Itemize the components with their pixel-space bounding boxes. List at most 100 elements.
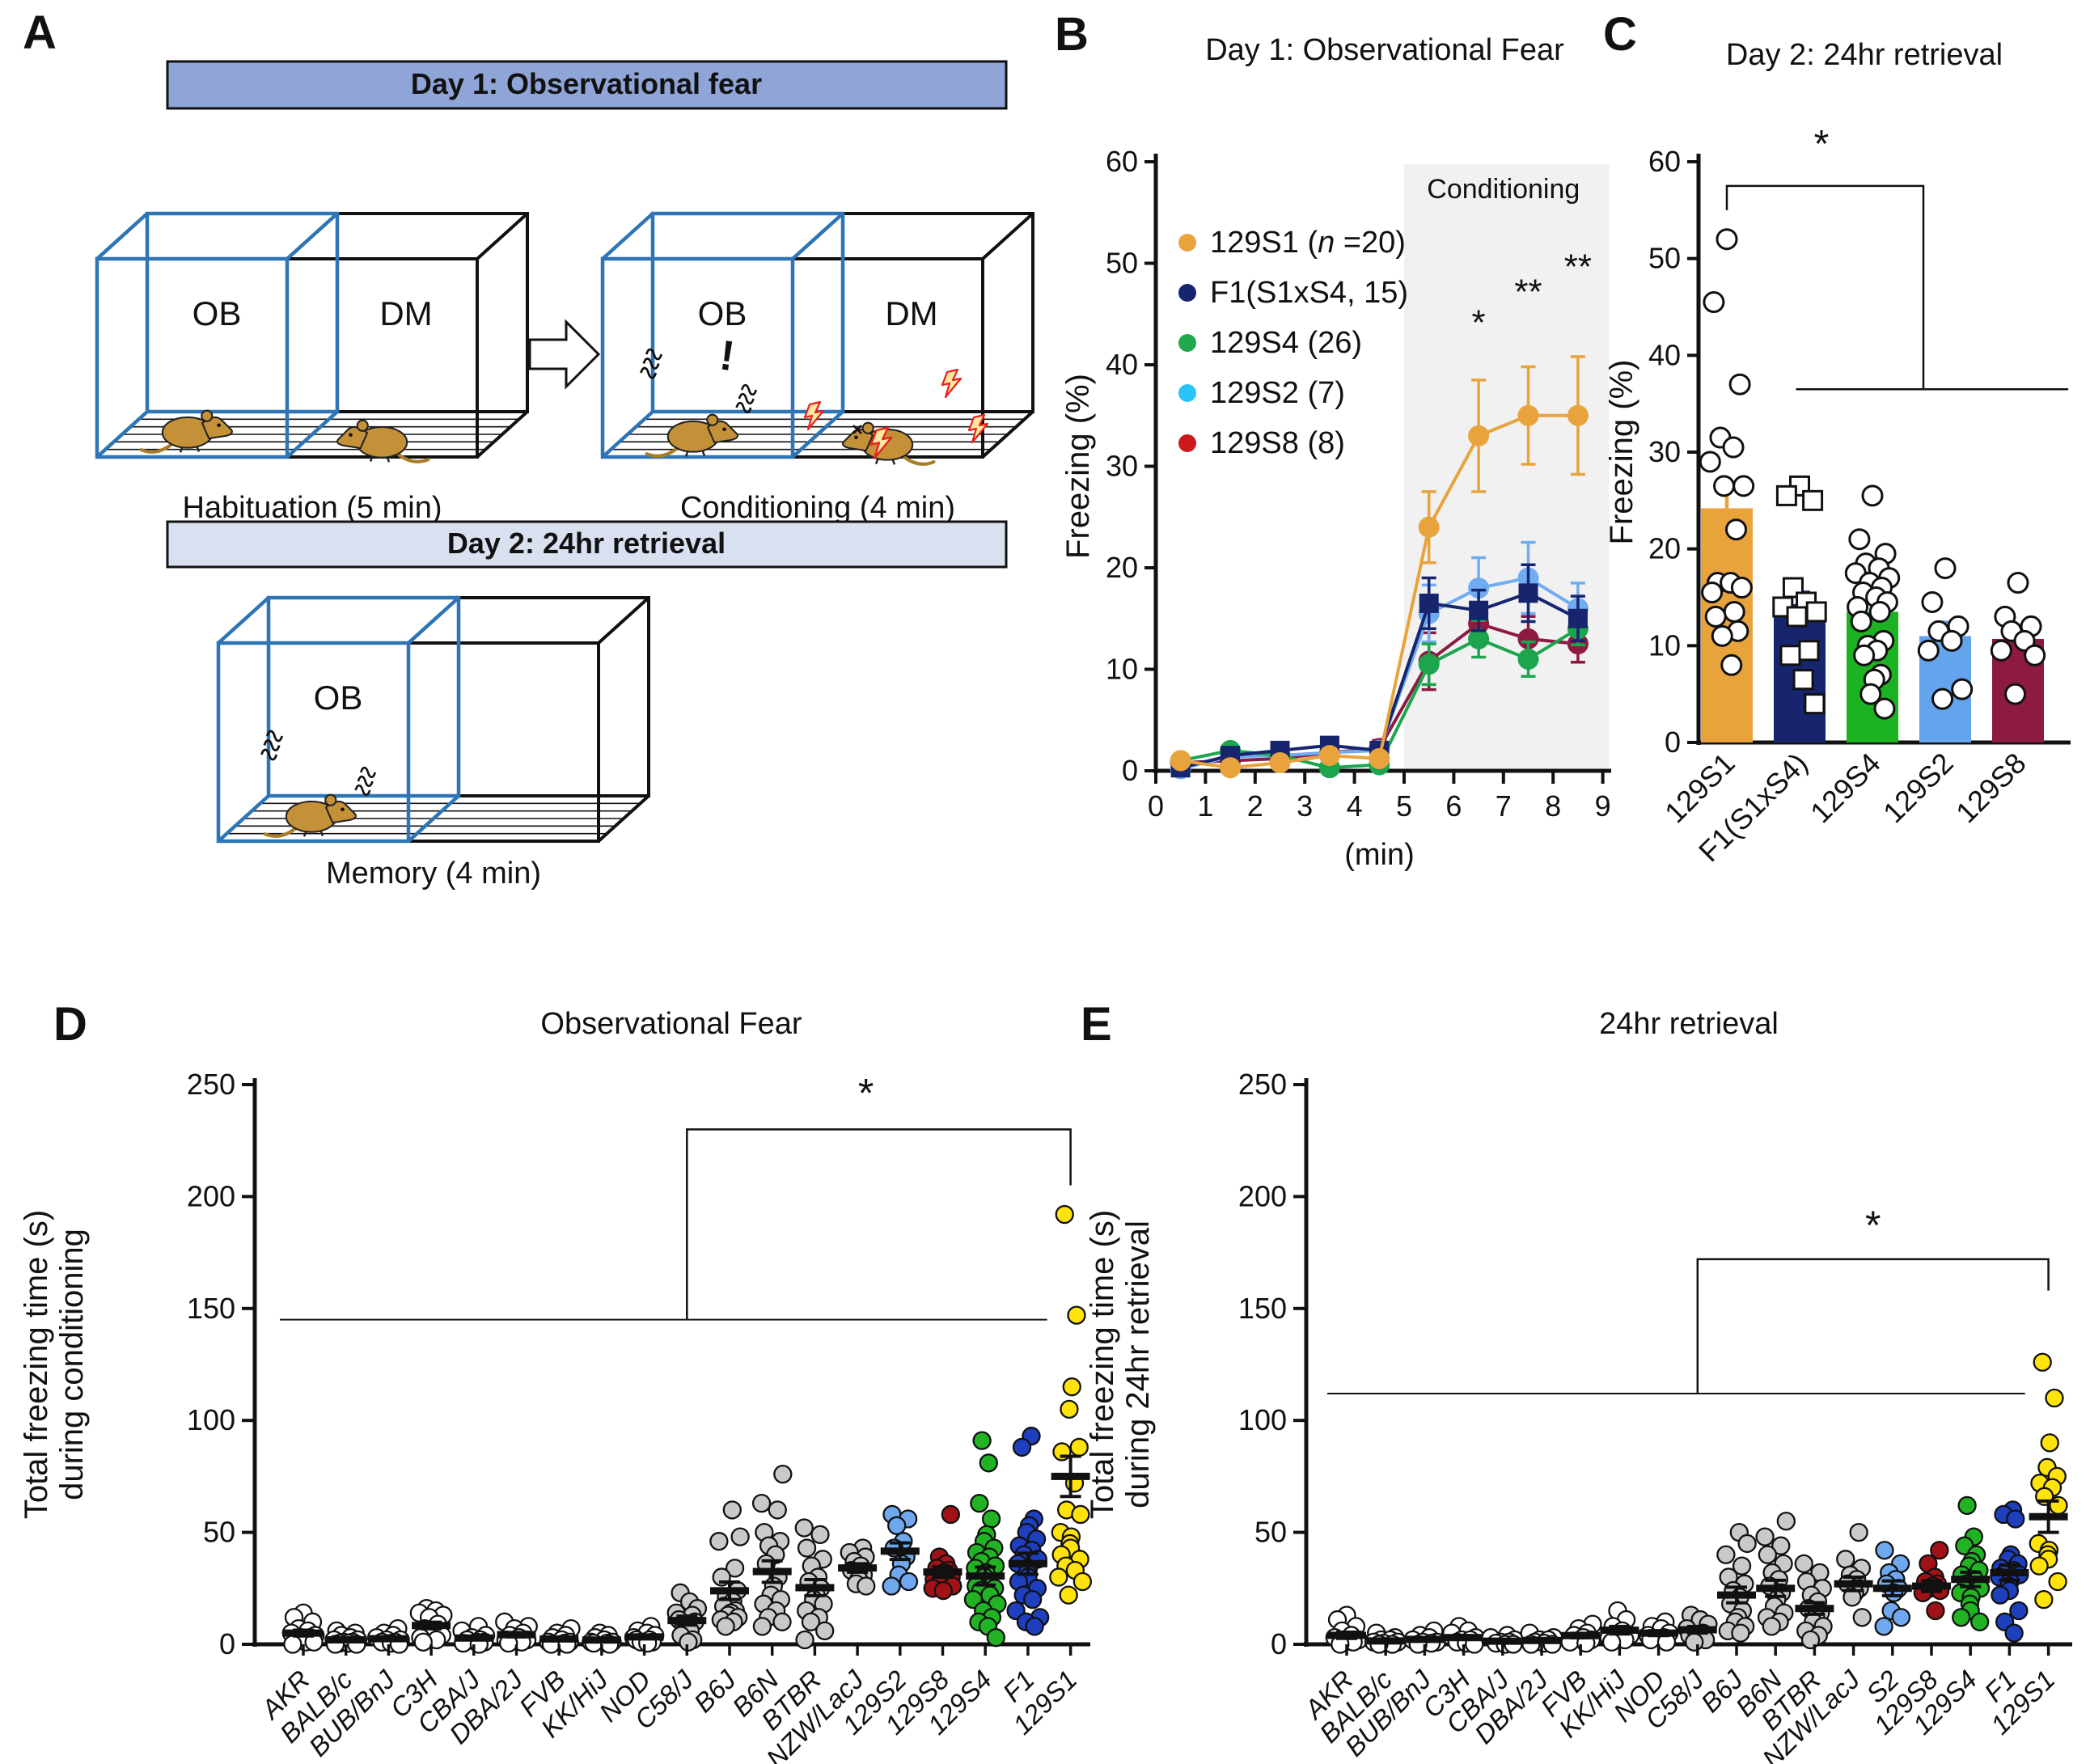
memory-caption: Memory (4 min)	[326, 857, 541, 890]
svg-text:50: 50	[203, 1516, 235, 1549]
x-eye-mark	[852, 425, 862, 434]
data-point	[1762, 1617, 1781, 1636]
mean-bar	[326, 1635, 366, 1643]
data-point	[1850, 610, 1872, 632]
data-point	[2004, 1623, 2024, 1643]
data-point	[1072, 1572, 1093, 1592]
mean-bar	[1717, 1591, 1756, 1599]
day2-banner: Day 2: 24hr retrieval	[166, 520, 1008, 569]
data-point	[1025, 1617, 1044, 1636]
data-point	[1269, 751, 1291, 773]
data-point	[730, 1527, 750, 1546]
legend-swatch	[1178, 334, 1196, 352]
data-point	[2040, 1433, 2059, 1453]
strain-129S1	[2029, 1352, 2068, 1610]
data-point	[1062, 1377, 1081, 1397]
mean-bar	[412, 1622, 451, 1630]
data-point	[1049, 1567, 1068, 1587]
data-point	[1022, 1589, 1043, 1610]
panel-a-letter: A	[23, 6, 57, 59]
data-point	[1419, 593, 1439, 613]
panel-c-bar-chart: C Day 2: 24hr retrieval 0 10 20 30 40 50 60 Freez…	[1603, 8, 2071, 868]
data-point	[2024, 644, 2046, 666]
data-point	[1732, 475, 1755, 497]
bar-group-129S2	[1917, 557, 1974, 742]
strain-S2	[1872, 1541, 1912, 1636]
data-point	[1568, 608, 1588, 628]
svg-text:200: 200	[187, 1179, 235, 1212]
ob-chamber-label: OB	[314, 679, 363, 717]
data-point	[1951, 678, 1974, 700]
svg-text:30: 30	[1648, 435, 1681, 468]
legend-label: 129S1 (n =20)	[1210, 226, 1406, 260]
svg-text:7: 7	[1496, 789, 1512, 823]
data-point	[1468, 425, 1490, 446]
data-point	[1418, 654, 1440, 675]
mean-bar	[1951, 1576, 1991, 1584]
strain-129S1	[1049, 1204, 1093, 1605]
panel-b-ylabel: Freezing (%)	[1060, 374, 1096, 559]
data-point	[722, 1500, 742, 1520]
strain-B6J	[709, 1500, 750, 1636]
strain-BALB/c	[1364, 1623, 1407, 1654]
mean-bar	[497, 1631, 536, 1639]
strain-129S4	[1951, 1495, 1991, 1631]
significance-mark: *	[1865, 1203, 1881, 1248]
data-point	[1567, 404, 1589, 426]
data-point	[810, 1525, 830, 1545]
data-point	[1921, 590, 1944, 613]
significance-bracket: *	[1725, 123, 2069, 391]
svg-text:0: 0	[1665, 725, 1681, 759]
data-point	[1990, 639, 2012, 662]
data-point	[1060, 1399, 1079, 1419]
significance-mark: **	[1514, 273, 1542, 312]
data-point	[1800, 1630, 1821, 1650]
strain-F1	[1990, 1500, 2029, 1643]
strain-129S2	[880, 1504, 920, 1596]
category-label: 129S4	[1804, 747, 1887, 830]
legend-swatch	[1178, 384, 1196, 402]
panel-d-scatter-chart: D Observational Fear 0 50 100 150 200 250 Total …	[19, 998, 1093, 1764]
svg-text:6: 6	[1445, 789, 1462, 823]
data-point	[815, 1621, 835, 1641]
strain-B6N	[1755, 1512, 1796, 1636]
strain-DBA/2J	[495, 1612, 538, 1653]
data-point	[1055, 1204, 1074, 1225]
mean-bar	[1444, 1634, 1483, 1642]
mean-bar	[880, 1547, 920, 1555]
significance-mark: *	[1472, 302, 1486, 342]
bar-group-129S1	[1699, 228, 1755, 742]
svg-text:30: 30	[1106, 450, 1138, 483]
strain-129S8	[1912, 1541, 1951, 1621]
data-point	[1517, 628, 1539, 649]
data-point	[1468, 577, 1490, 599]
data-point	[1701, 582, 1724, 604]
legend-swatch	[1178, 284, 1196, 302]
data-point	[1469, 600, 1489, 620]
mean-bar	[923, 1568, 962, 1576]
svg-text:150: 150	[187, 1292, 235, 1325]
svg-text:3: 3	[1297, 789, 1313, 823]
data-point	[2013, 629, 2036, 652]
svg-text:2: 2	[1247, 789, 1263, 823]
mean-bar	[1912, 1582, 1951, 1590]
significance-mark: *	[1814, 123, 1830, 166]
data-point	[1779, 645, 1801, 666]
mean-bar	[752, 1567, 792, 1576]
panel-d-plot: 0 50 100 150 200 250 Total freezing time (s) du…	[19, 1068, 1093, 1764]
svg-text:60: 60	[1106, 145, 1138, 178]
data-point	[1991, 1585, 2010, 1605]
data-point	[1418, 516, 1440, 538]
data-point	[1730, 577, 1753, 599]
mean-bar	[1008, 1559, 1047, 1567]
data-point	[1849, 1522, 1868, 1542]
dm-chamber-label: DM	[885, 294, 937, 332]
data-point	[1711, 624, 1733, 647]
ylabel-line1: Total freezing time (s)	[19, 1210, 54, 1519]
habituation-caption: Habituation (5 min)	[182, 491, 442, 525]
data-point	[1732, 1556, 1752, 1576]
data-point	[1805, 601, 1827, 623]
panel-d-title: Observational Fear	[540, 1007, 802, 1041]
data-point	[1775, 484, 1797, 506]
